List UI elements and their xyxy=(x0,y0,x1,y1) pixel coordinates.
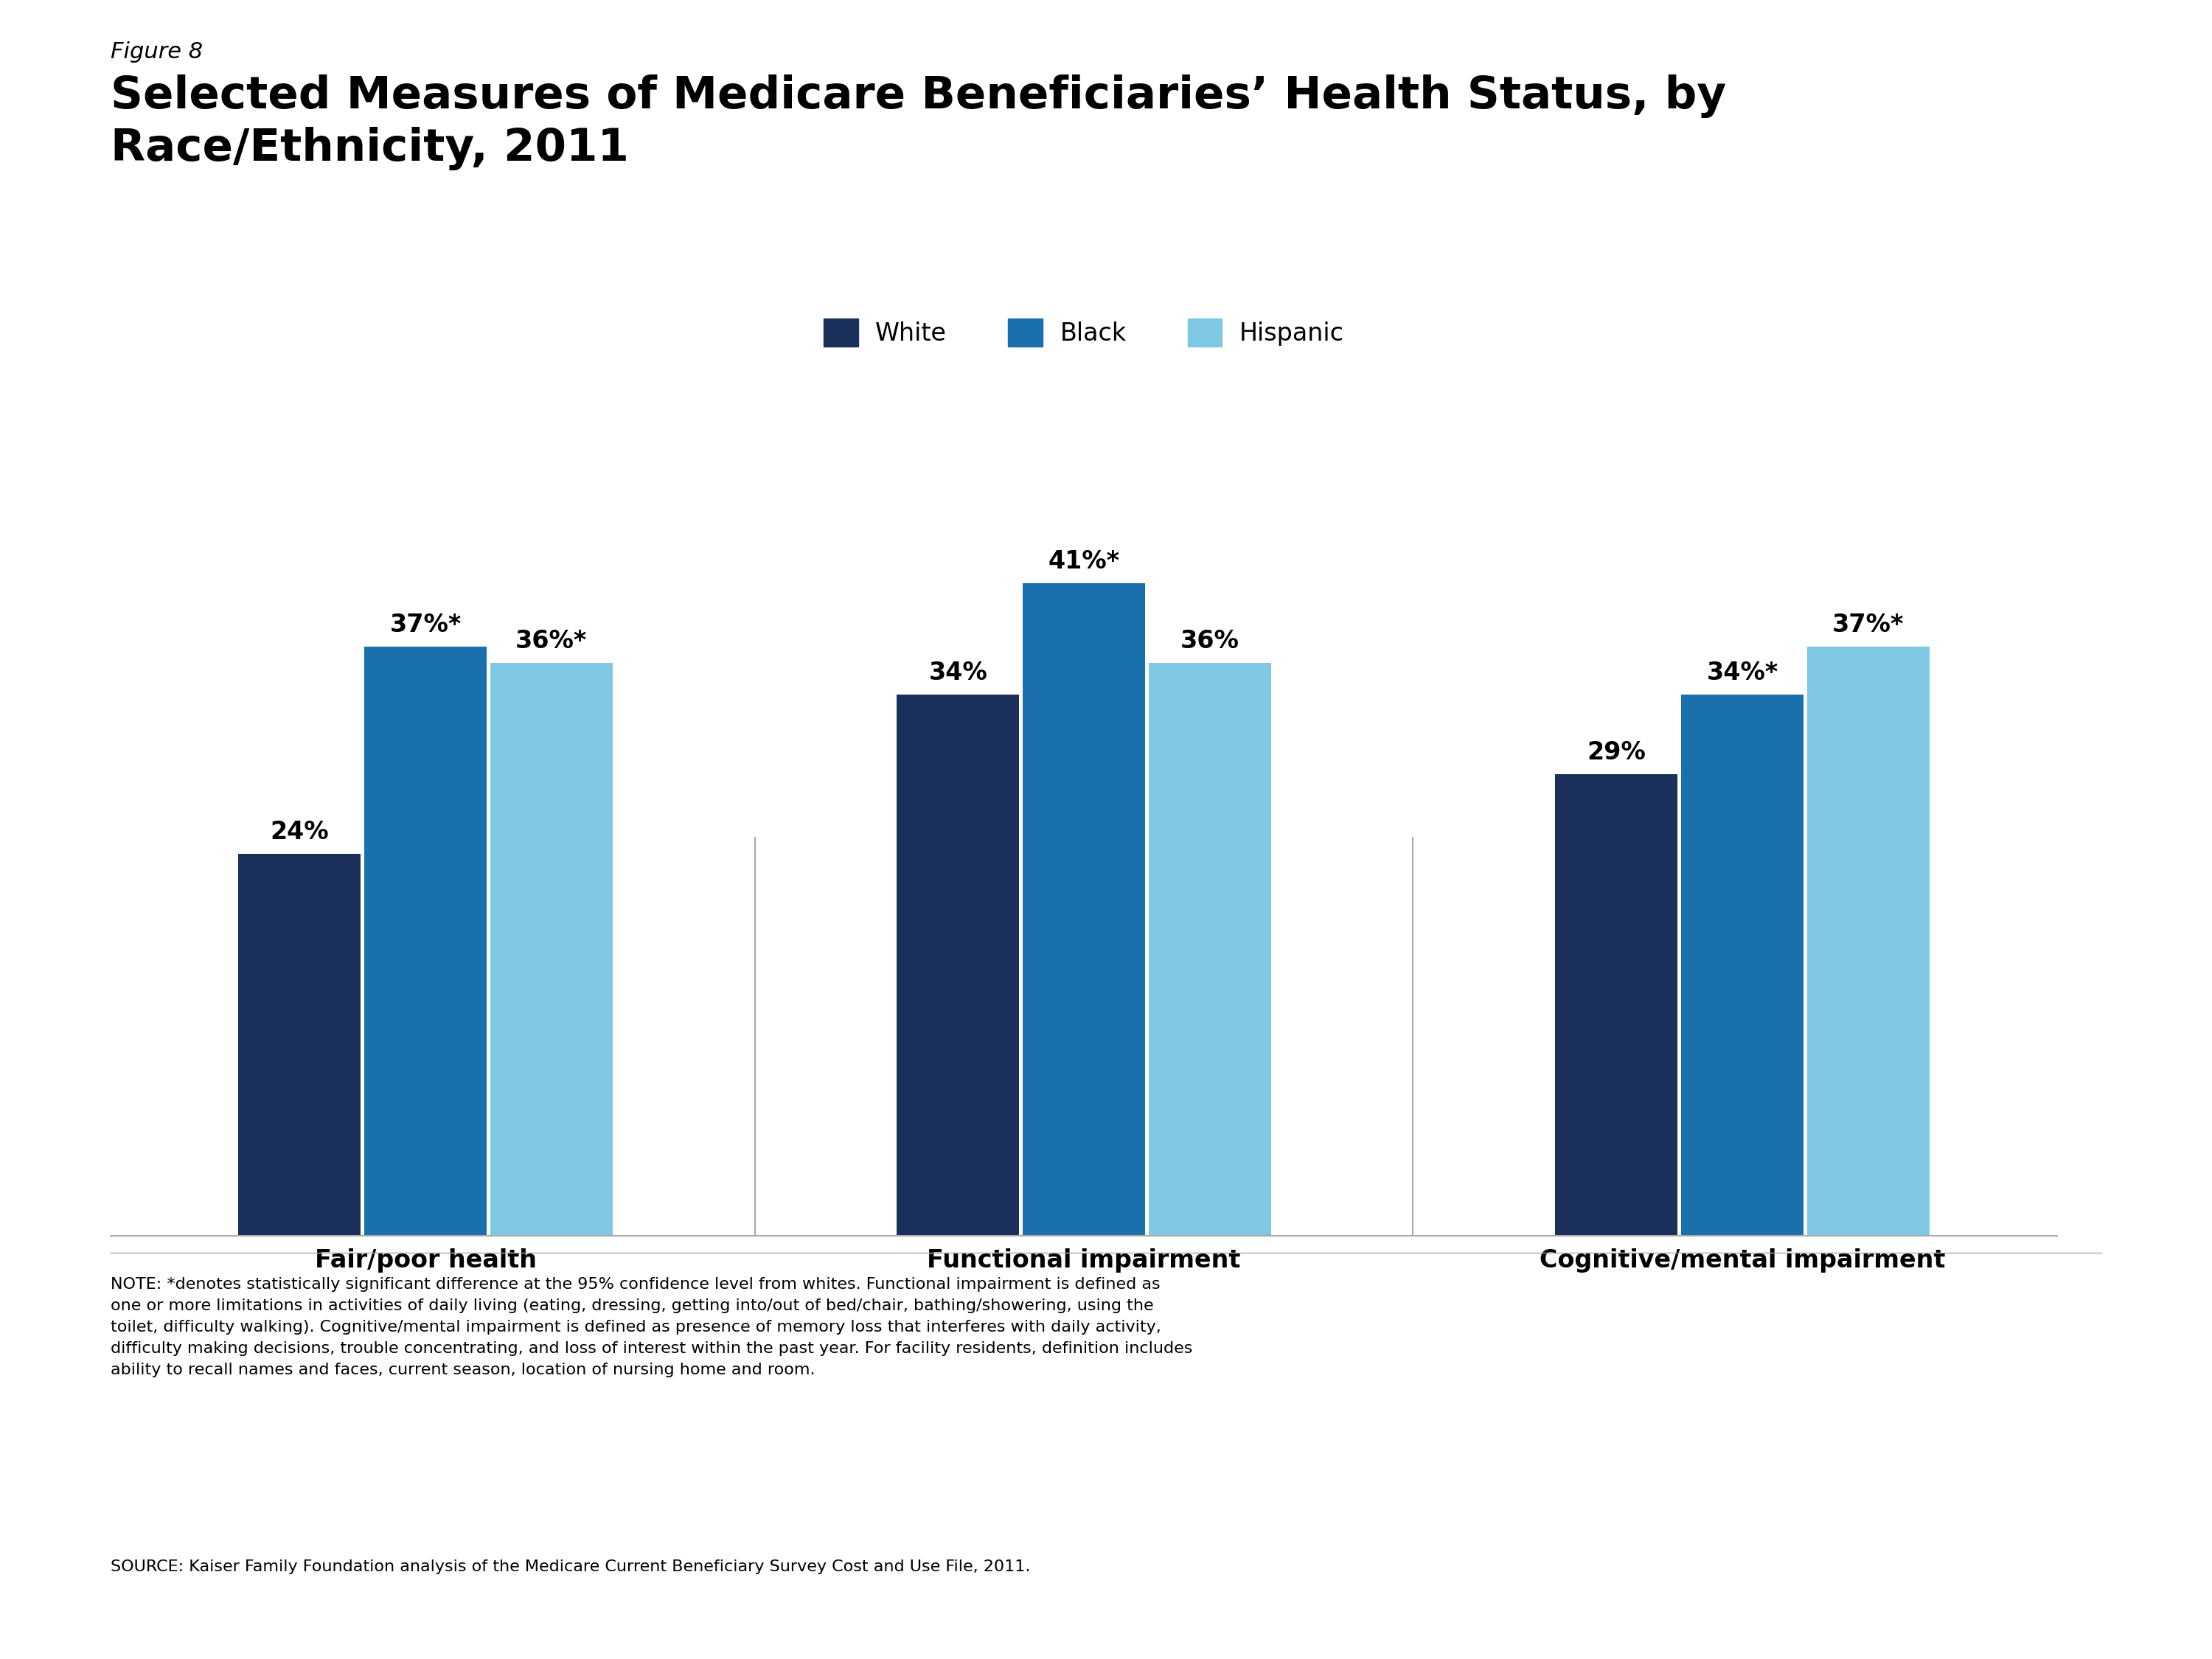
Text: 34%*: 34%* xyxy=(1705,660,1778,685)
Text: 29%: 29% xyxy=(1586,740,1646,765)
Text: 24%: 24% xyxy=(270,820,330,844)
Bar xyxy=(239,854,361,1236)
Text: SOURCE: Kaiser Family Foundation analysis of the Medicare Current Beneficiary Su: SOURCE: Kaiser Family Foundation analysi… xyxy=(111,1559,1031,1574)
Text: 36%*: 36%* xyxy=(515,629,588,654)
Text: 36%: 36% xyxy=(1181,629,1239,654)
Text: 37%*: 37%* xyxy=(1832,612,1905,637)
Text: 34%: 34% xyxy=(929,660,987,685)
Text: Figure 8: Figure 8 xyxy=(111,41,204,63)
Bar xyxy=(1555,775,1677,1236)
Text: NOTE: *denotes statistically significant difference at the 95% confidence level : NOTE: *denotes statistically significant… xyxy=(111,1277,1192,1377)
Text: 37%*: 37%* xyxy=(389,612,462,637)
Bar xyxy=(1022,582,1146,1236)
Text: 41%*: 41%* xyxy=(1048,549,1119,574)
Bar xyxy=(365,647,487,1236)
Bar xyxy=(491,662,613,1236)
Bar xyxy=(896,695,1020,1236)
Bar xyxy=(1681,695,1803,1236)
Bar xyxy=(1148,662,1272,1236)
Text: THE HENRY J.
KAISER
FAMILY
FOUNDATION: THE HENRY J. KAISER FAMILY FOUNDATION xyxy=(1969,1423,2104,1531)
Legend: White, Black, Hispanic: White, Black, Hispanic xyxy=(814,309,1354,357)
Text: Selected Measures of Medicare Beneficiaries’ Health Status, by
Race/Ethnicity, 2: Selected Measures of Medicare Beneficiar… xyxy=(111,75,1725,171)
Bar xyxy=(1807,647,1929,1236)
